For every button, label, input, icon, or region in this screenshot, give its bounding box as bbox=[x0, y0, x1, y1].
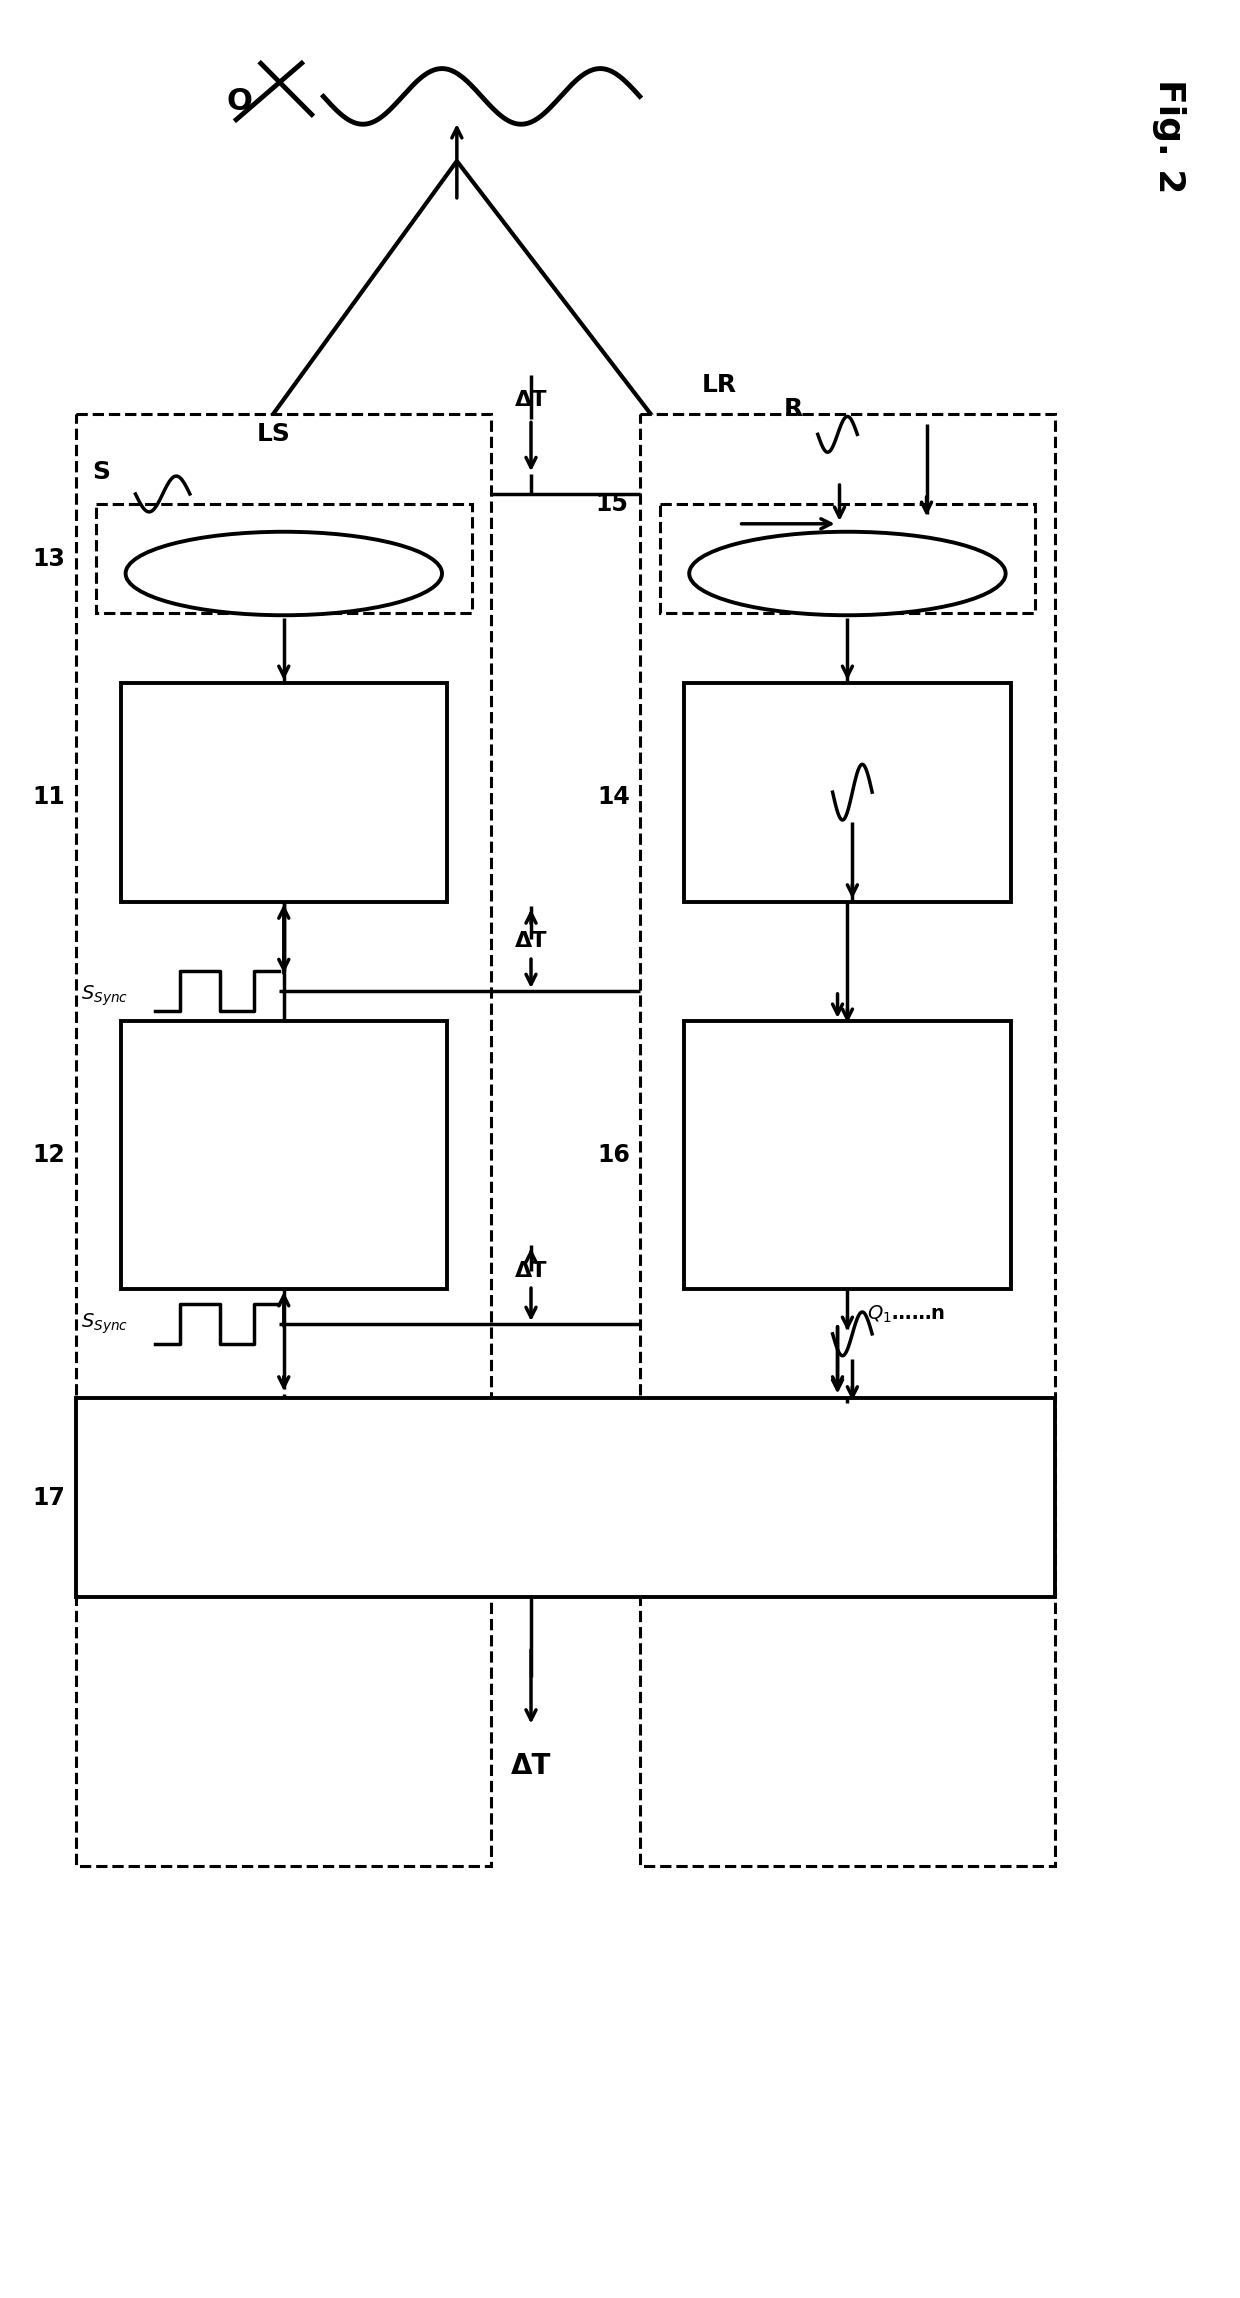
Text: $S_{Sync}$: $S_{Sync}$ bbox=[81, 1312, 128, 1335]
Bar bbox=[120, 683, 446, 901]
Bar bbox=[76, 414, 491, 1866]
Ellipse shape bbox=[125, 531, 441, 616]
Bar bbox=[684, 1020, 1011, 1289]
Text: Fig. 2: Fig. 2 bbox=[1152, 78, 1185, 193]
Bar bbox=[76, 1399, 1055, 1597]
Text: O: O bbox=[227, 87, 252, 115]
Text: $Q_1$……n: $Q_1$……n bbox=[867, 1303, 945, 1324]
Text: 12: 12 bbox=[32, 1142, 64, 1167]
Text: ΔT: ΔT bbox=[515, 391, 547, 409]
Text: S: S bbox=[92, 460, 110, 485]
Text: LR: LR bbox=[702, 372, 737, 398]
Text: 13: 13 bbox=[32, 547, 64, 570]
Bar bbox=[640, 414, 1055, 1866]
Text: ΔT: ΔT bbox=[511, 1753, 552, 1781]
Text: 11: 11 bbox=[32, 786, 64, 809]
Text: 15: 15 bbox=[595, 492, 629, 517]
Bar bbox=[120, 1020, 446, 1289]
Ellipse shape bbox=[689, 531, 1006, 616]
Bar bbox=[95, 503, 471, 614]
Text: 16: 16 bbox=[598, 1142, 630, 1167]
Bar bbox=[660, 503, 1035, 614]
Text: ΔT: ΔT bbox=[515, 931, 547, 951]
Text: $S_{Sync}$: $S_{Sync}$ bbox=[81, 984, 128, 1009]
Text: ΔT: ΔT bbox=[515, 1262, 547, 1282]
Text: 17: 17 bbox=[32, 1487, 64, 1510]
Text: LS: LS bbox=[257, 423, 291, 446]
Bar bbox=[684, 683, 1011, 901]
Text: 14: 14 bbox=[598, 786, 630, 809]
Text: R: R bbox=[784, 398, 802, 421]
